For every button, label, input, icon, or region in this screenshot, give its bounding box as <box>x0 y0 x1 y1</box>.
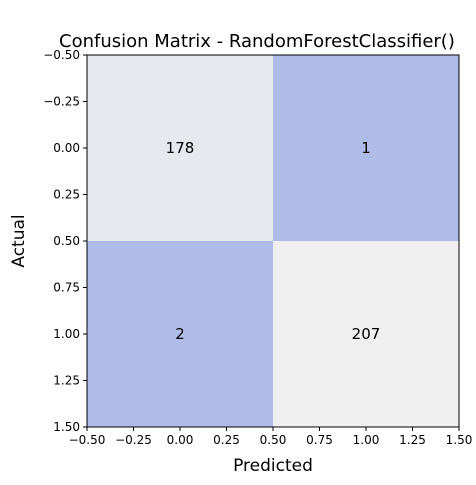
y-tick-label-8: 1.50 <box>53 420 80 434</box>
y-tick-label-2: 0.00 <box>53 141 80 155</box>
x-tick-label-1: −0.25 <box>115 433 152 447</box>
x-tick-label-4: 0.50 <box>260 433 287 447</box>
x-tick-label-2: 0.00 <box>167 433 194 447</box>
cell-label-0-0: 178 <box>166 139 195 157</box>
heatmap-cell-0-0 <box>87 55 273 241</box>
heatmap-cells: 178 1 2 207 <box>87 55 459 427</box>
x-axis-label: Predicted <box>233 456 313 476</box>
x-tick-label-3: 0.25 <box>213 433 240 447</box>
x-tick-label-5: 0.75 <box>306 433 333 447</box>
y-axis-label: Actual <box>9 214 29 267</box>
heatmap-cell-1-0 <box>87 241 273 427</box>
heatmap-cell-0-1 <box>273 55 459 241</box>
y-axis-ticks: −0.50 −0.25 0.00 0.25 0.50 0.75 1.00 1.25 1.50 <box>43 48 87 434</box>
y-tick-label-5: 0.75 <box>53 281 80 295</box>
x-tick-label-7: 1.25 <box>399 433 426 447</box>
cell-label-1-0: 2 <box>175 325 185 343</box>
y-tick-label-3: 0.25 <box>53 188 80 202</box>
chart-title: Confusion Matrix - RandomForestClassifie… <box>59 31 455 52</box>
cell-label-0-1: 1 <box>361 139 371 157</box>
x-axis-ticks: −0.50 −0.25 0.00 0.25 0.50 0.75 1.00 1.25 1.50 <box>69 427 473 447</box>
x-tick-label-8: 1.50 <box>446 433 473 447</box>
x-tick-label-6: 1.00 <box>353 433 380 447</box>
y-tick-label-4: 0.50 <box>53 234 80 248</box>
y-tick-label-0: −0.50 <box>43 48 80 62</box>
y-tick-label-7: 1.25 <box>53 374 80 388</box>
heatmap-cell-1-1 <box>273 241 459 427</box>
y-tick-label-6: 1.00 <box>53 327 80 341</box>
x-tick-label-0: −0.50 <box>69 433 106 447</box>
cell-label-1-1: 207 <box>352 325 381 343</box>
y-tick-label-1: −0.25 <box>43 95 80 109</box>
